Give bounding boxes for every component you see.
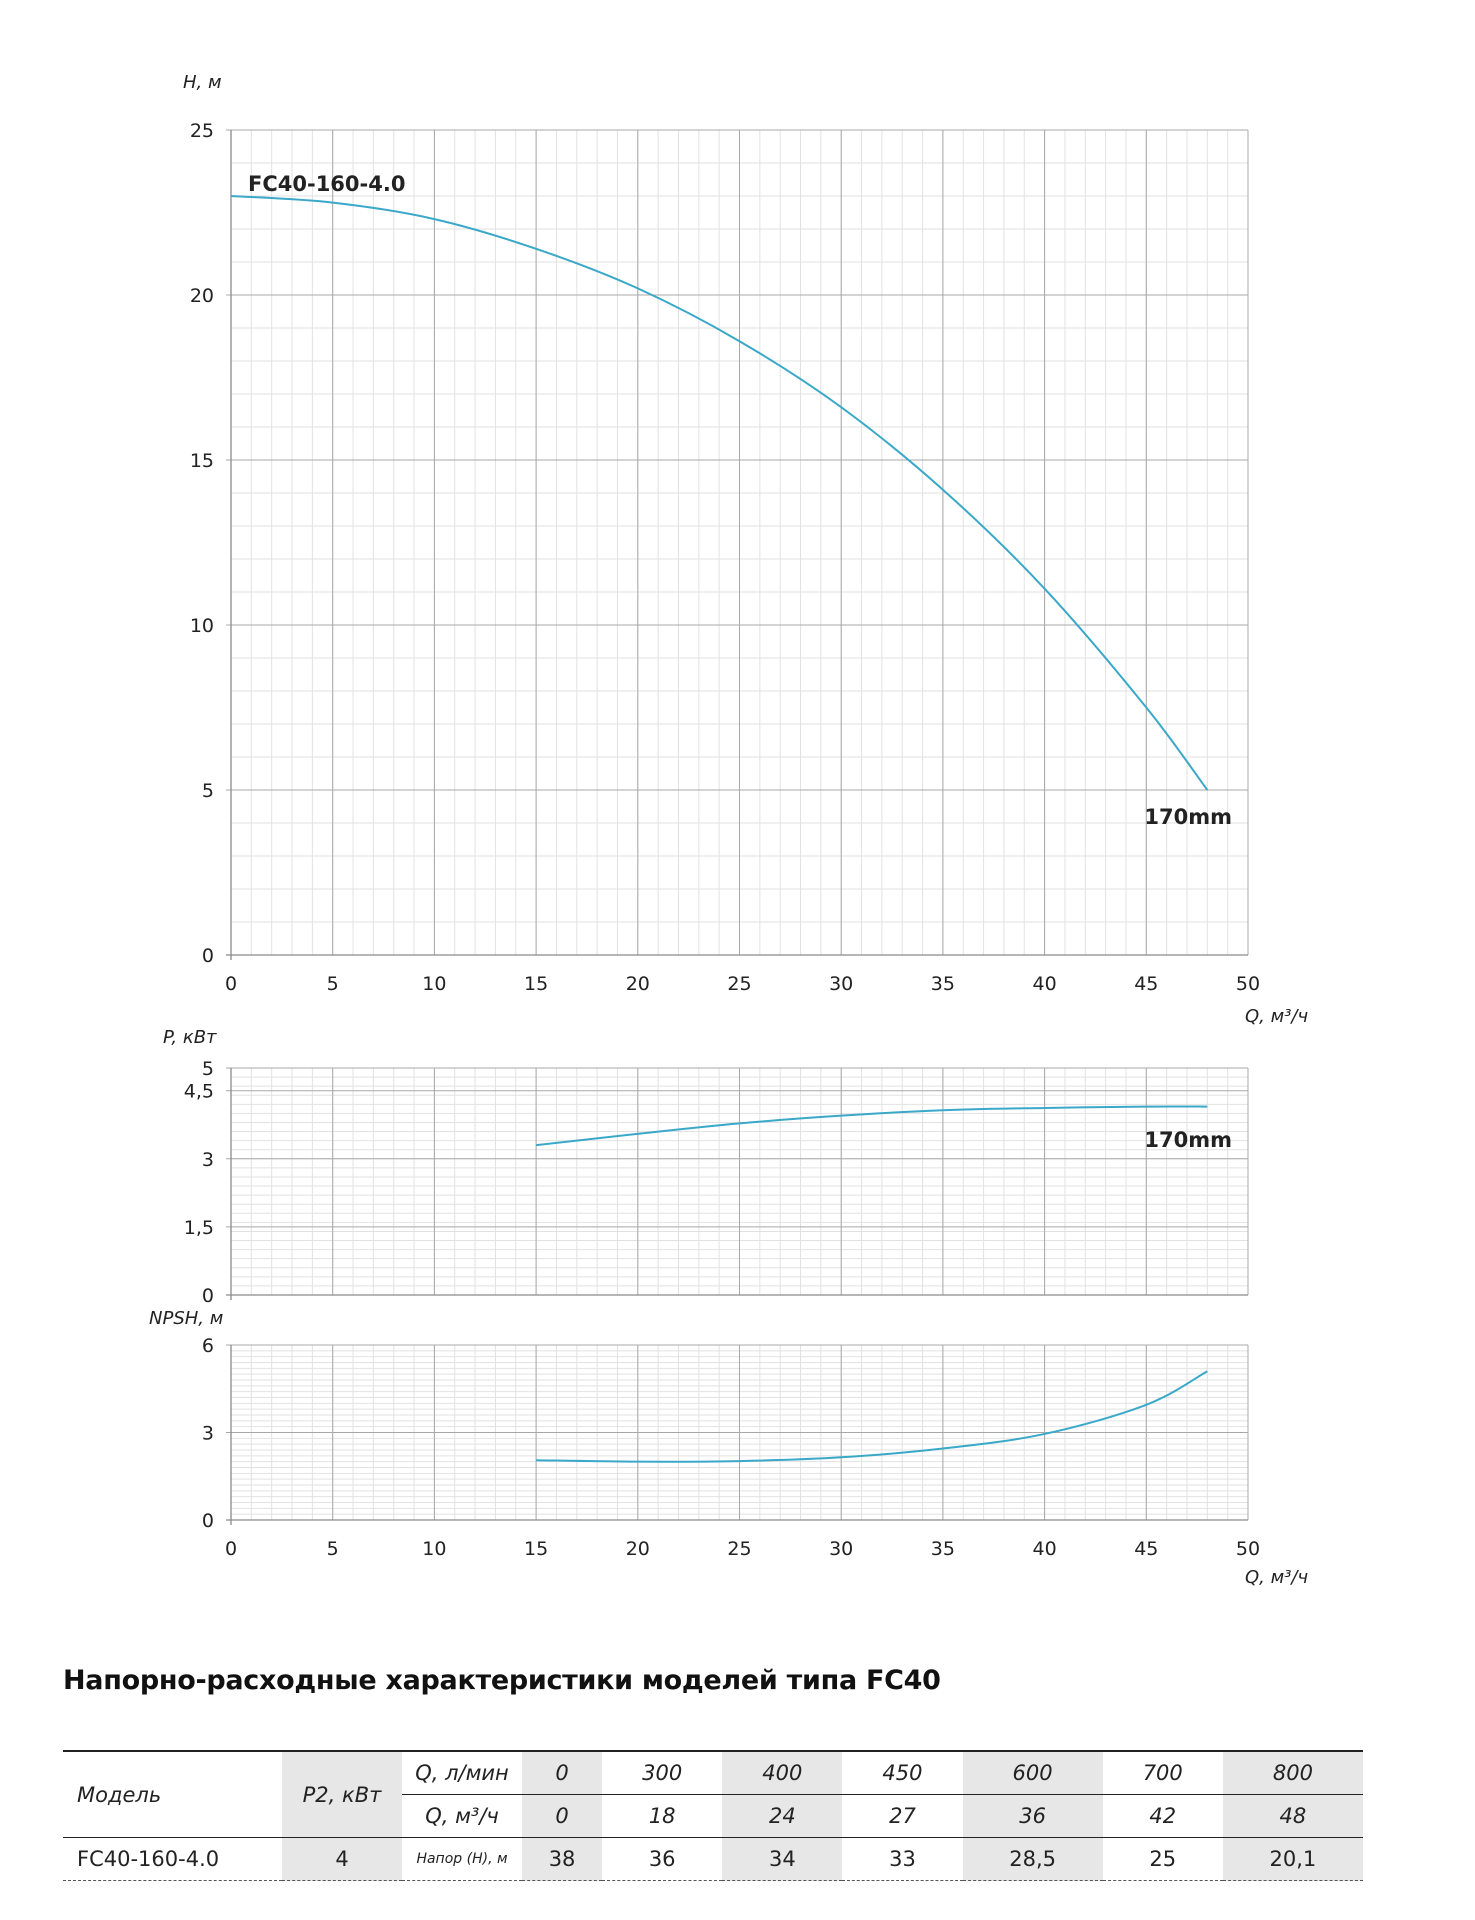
- x-tick-label: 30: [829, 1538, 853, 1560]
- x-tick-label: 45: [1134, 1538, 1158, 1560]
- y-axis-title: H, м: [183, 72, 222, 93]
- x-tick-label: 25: [727, 1538, 751, 1560]
- table-row-q-m3h: Q, м³/ч 0 18 24 27 36 42 48: [63, 1794, 1363, 1838]
- table-row: FC40-160-4.0 4 Напор (H), м 38 36 34 33 …: [63, 1837, 1363, 1881]
- x-tick-label: 15: [524, 973, 548, 995]
- performance-table: Модель P2, кВт Q, л/мин 0 300 400 450 60…: [63, 1750, 1363, 1881]
- q-m3h-cell: 18: [602, 1794, 723, 1838]
- x-tick-label: 30: [829, 973, 853, 995]
- q-m3h-cell: 48: [1222, 1794, 1363, 1838]
- x-tick-label: 5: [327, 1538, 339, 1560]
- y-tick-label: 0: [202, 1285, 214, 1307]
- x-tick-label: 20: [626, 973, 650, 995]
- q-lmin-label: Q, л/мин: [402, 1750, 522, 1795]
- series-line: [535, 1105, 1208, 1147]
- curve-label-impeller: 170mm: [1144, 805, 1232, 829]
- q-m3h-cell: 0: [522, 1794, 603, 1838]
- q-lmin-cell: 450: [842, 1750, 963, 1795]
- q-m3h-cell: 36: [962, 1794, 1103, 1838]
- npsh-chart: 0 3 6 0 5 10 15 20 25 30 35 40 45 50 NPSH, м Q, м³/ч: [149, 1308, 1308, 1588]
- y-tick-label: 5: [202, 780, 214, 802]
- x-tick-label: 0: [225, 1538, 237, 1560]
- table-title: Напорно-расходные характеристики моделей…: [63, 1665, 941, 1696]
- head-cell: 33: [842, 1837, 963, 1881]
- head-chart: 0 5 10 15 20 25 0 5 10 15 20 25 30 35 40 45 50 H, м Q, м³/…: [183, 72, 1308, 1027]
- model-header: Модель: [63, 1750, 282, 1838]
- x-tick-label: 35: [931, 973, 955, 995]
- q-lmin-cell: 800: [1222, 1750, 1363, 1795]
- head-cell: 36: [602, 1837, 723, 1881]
- y-tick-label: 10: [190, 615, 214, 637]
- y-axis-title: NPSH, м: [149, 1308, 223, 1329]
- x-axis-title: Q, м³/ч: [1245, 1006, 1308, 1027]
- q-lmin-cell: 0: [522, 1750, 603, 1795]
- y-tick-label: 15: [190, 450, 214, 472]
- curve-label-model: FC40-160-4.0: [248, 172, 405, 196]
- series-line: [230, 195, 1209, 791]
- y-tick-label: 0: [202, 945, 214, 967]
- series-line: [536, 1370, 1208, 1463]
- y-tick-label: 5: [202, 1058, 214, 1080]
- head-cell: 20,1: [1222, 1837, 1363, 1881]
- q-lmin-cell: 300: [602, 1750, 723, 1795]
- curve-label-impeller: 170mm: [1144, 1128, 1232, 1152]
- table-row-q-lmin: Модель P2, кВт Q, л/мин 0 300 400 450 60…: [63, 1750, 1363, 1838]
- x-tick-label: 35: [931, 1538, 955, 1560]
- y-tick-label: 25: [190, 120, 214, 142]
- power-chart: 0 1,5 3 4,55 P, кВт 170mm: [163, 1027, 1249, 1307]
- power-header: P2, кВт: [282, 1750, 402, 1838]
- q-lmin-cell: 700: [1102, 1750, 1223, 1795]
- head-cell: 34: [722, 1837, 843, 1881]
- head-cell: 28,5: [962, 1837, 1103, 1881]
- y-tick-label: 3: [202, 1149, 214, 1171]
- x-tick-label: 40: [1033, 1538, 1057, 1560]
- y-tick-label: 0: [202, 1510, 214, 1532]
- q-m3h-label: Q, м³/ч: [402, 1794, 522, 1838]
- x-tick-label: 45: [1134, 973, 1158, 995]
- y-tick-label: 20: [190, 285, 214, 307]
- x-tick-label: 25: [727, 973, 751, 995]
- q-m3h-cell: 24: [722, 1794, 843, 1838]
- x-tick-label: 0: [225, 973, 237, 995]
- head-cell: 38: [522, 1837, 603, 1881]
- x-tick-label: 5: [327, 973, 339, 995]
- x-tick-label: 50: [1236, 1538, 1260, 1560]
- power-cell: 4: [282, 1837, 402, 1881]
- y-tick-label: 6: [202, 1335, 214, 1357]
- q-lmin-cell: 600: [962, 1750, 1103, 1795]
- q-lmin-cell: 400: [722, 1750, 843, 1795]
- x-tick-label: 10: [422, 1538, 446, 1560]
- x-tick-label: 50: [1236, 973, 1260, 995]
- q-m3h-cell: 42: [1102, 1794, 1223, 1838]
- x-tick-label: 20: [626, 1538, 650, 1560]
- y-tick-label: 3: [202, 1423, 214, 1445]
- x-tick-label: 10: [422, 973, 446, 995]
- y-tick-label: 1,5: [184, 1217, 214, 1239]
- q-m3h-cell: 27: [842, 1794, 963, 1838]
- x-axis-title: Q, м³/ч: [1245, 1567, 1308, 1588]
- head-cell: 25: [1102, 1837, 1223, 1881]
- y-axis-title: P, кВт: [163, 1027, 217, 1048]
- x-tick-label: 15: [524, 1538, 548, 1560]
- model-cell: FC40-160-4.0: [63, 1837, 282, 1881]
- head-label: Напор (H), м: [402, 1837, 522, 1881]
- y-tick-label: 4,5: [184, 1081, 214, 1103]
- x-tick-label: 40: [1033, 973, 1057, 995]
